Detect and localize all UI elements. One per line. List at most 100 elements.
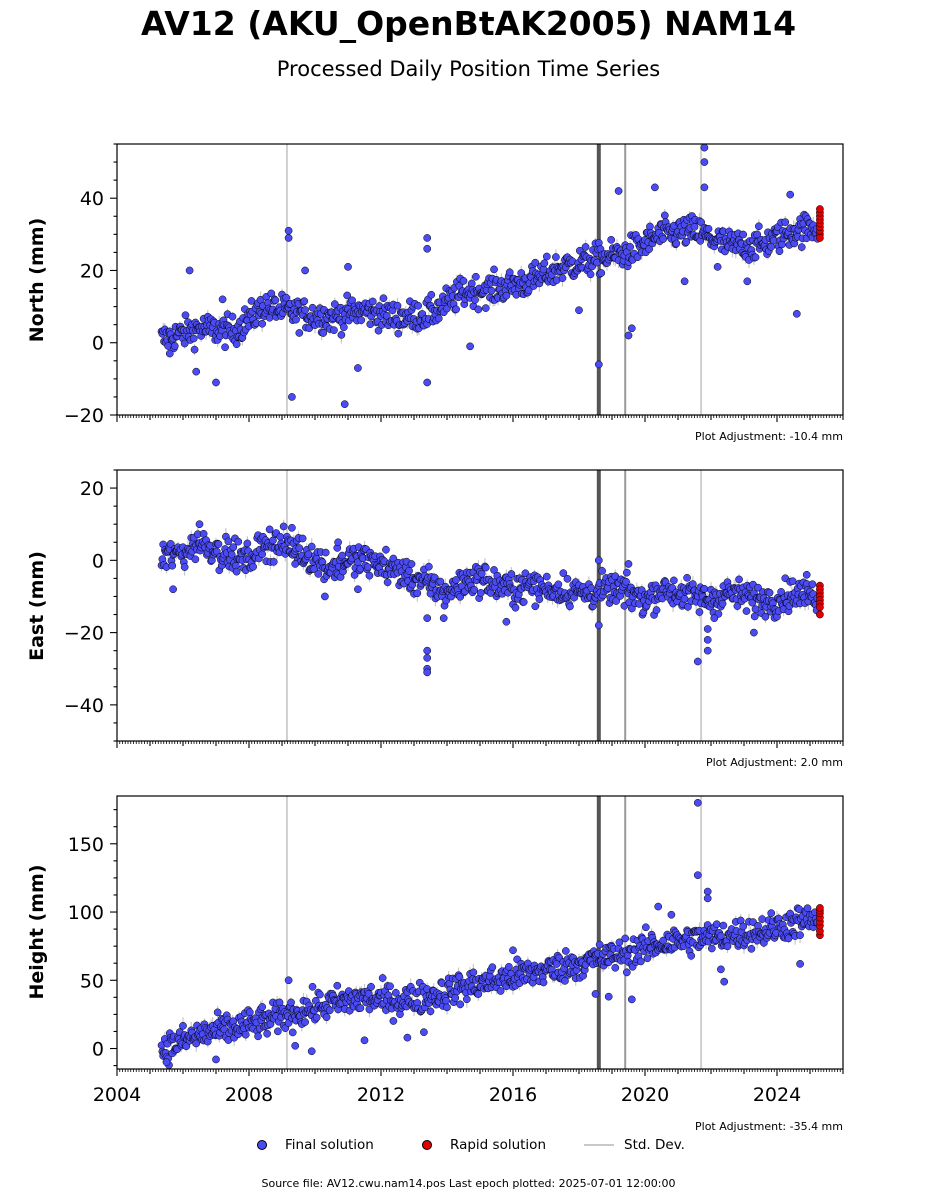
final-point-outlier [288, 523, 296, 532]
final-point [623, 968, 631, 977]
y-axis-label-north: North (mm) [26, 218, 48, 343]
final-point [414, 301, 422, 310]
final-point [263, 1029, 271, 1038]
rapid-point [816, 234, 824, 242]
final-point-outlier [185, 266, 194, 275]
plot-adjustment-east: Plot Adjustment: 2.0 mm [706, 756, 843, 769]
final-point-outlier [614, 187, 623, 195]
chart-title: AV12 (AKU_OpenBtAK2005) NAM14 [140, 4, 797, 43]
final-point-outlier [403, 1033, 412, 1042]
final-point [670, 576, 678, 585]
final-point-outlier [288, 393, 296, 401]
final-point [707, 944, 716, 953]
legend-stddev: Std. Dev. [584, 1137, 685, 1153]
x-tick-label: 2004 [93, 1084, 141, 1106]
final-point [561, 947, 570, 955]
final-point [456, 1000, 465, 1009]
final-point-outlier [212, 378, 220, 387]
final-point [611, 963, 620, 972]
final-point-outlier [502, 617, 511, 626]
final-point-outlier [594, 556, 603, 565]
final-point [469, 968, 478, 977]
final-point-outlier [284, 226, 293, 235]
final-point [308, 303, 317, 312]
final-point [470, 586, 479, 594]
panel-north: −20 0 20 40 North (mm) Plot Adjustment: -10.4… [26, 143, 844, 443]
y-axis-label-height: Height (mm) [26, 864, 48, 999]
final-point [788, 577, 797, 586]
plot-adjustment-north: Plot Adjustment: -10.4 mm [695, 430, 843, 443]
final-point [322, 1013, 331, 1022]
final-point-outlier [212, 1055, 220, 1064]
final-point [343, 291, 352, 300]
final-point-outlier [291, 1041, 300, 1050]
final-point [330, 326, 338, 335]
final-point-outlier [717, 965, 725, 974]
final-point-outlier [604, 992, 613, 1001]
final-point [487, 286, 496, 295]
final-point [267, 289, 276, 298]
y-tick-label: −20 [64, 623, 104, 645]
final-point [396, 1010, 404, 1019]
final-point [301, 306, 309, 314]
final-point [292, 315, 300, 324]
final-point [641, 923, 650, 932]
final-point [505, 268, 514, 277]
final-point [337, 331, 346, 339]
final-point [558, 274, 567, 282]
final-point [452, 576, 460, 584]
final-point [451, 994, 460, 1002]
final-point [490, 566, 498, 574]
final-point-outlier [162, 1058, 171, 1067]
plot-area-east [157, 470, 824, 741]
final-point [777, 588, 785, 596]
final-point-outlier [423, 234, 432, 242]
final-point [365, 571, 374, 580]
final-point-outlier [703, 635, 712, 644]
final-point [690, 222, 699, 231]
final-point [425, 562, 433, 571]
final-point [683, 573, 691, 582]
final-point-outlier [796, 960, 804, 968]
final-point [378, 974, 387, 982]
final-point [755, 222, 763, 231]
final-point [652, 606, 661, 614]
final-point [276, 533, 285, 541]
final-point [271, 296, 280, 305]
rapid-point [816, 205, 824, 213]
final-point-outlier [710, 614, 719, 622]
final-point [213, 1008, 222, 1017]
legend-final: Final solution [257, 1137, 374, 1153]
final-point [191, 555, 200, 564]
final-point [245, 1008, 254, 1017]
final-point-outlier [334, 538, 342, 547]
plot-area-height [157, 796, 824, 1069]
final-point [597, 269, 606, 277]
final-point [615, 938, 624, 947]
final-point [330, 300, 339, 308]
rapid-point [816, 610, 824, 619]
final-point [234, 537, 243, 546]
final-point [739, 922, 748, 931]
final-point-outlier [750, 628, 758, 637]
final-point [282, 293, 290, 302]
rapid-points-height [816, 904, 824, 940]
final-point [471, 295, 479, 304]
final-point [170, 342, 179, 350]
final-point-outlier [340, 400, 349, 409]
final-point [586, 270, 595, 279]
final-point [232, 567, 241, 576]
y-tick-label: 50 [80, 970, 104, 992]
final-point [442, 996, 451, 1005]
final-point [383, 578, 392, 587]
final-point [338, 551, 347, 560]
final-point [265, 525, 274, 534]
final-point-outlier [713, 263, 722, 271]
final-point [288, 1028, 297, 1037]
final-point-outlier [192, 367, 201, 376]
final-point-outlier [509, 946, 517, 955]
final-point [539, 978, 548, 987]
final-point-outlier [654, 902, 663, 911]
final-point [505, 963, 513, 971]
